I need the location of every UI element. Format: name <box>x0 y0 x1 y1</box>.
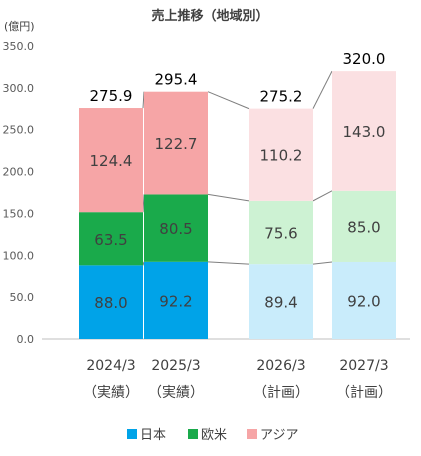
connector-line <box>207 91 250 110</box>
segment-value-label: 143.0 <box>343 123 386 141</box>
bar-segment <box>144 194 208 262</box>
connector-line <box>312 261 333 265</box>
segment-value-label: 85.0 <box>347 218 380 236</box>
bar-segment <box>332 261 396 339</box>
segment-connectors <box>142 70 333 266</box>
total-value-label: 320.0 <box>343 50 386 68</box>
x-category-label: 2027/3 <box>339 358 388 374</box>
bar-segment <box>79 212 143 266</box>
segment-value-label: 80.5 <box>159 220 192 238</box>
legend-swatch <box>247 429 257 439</box>
connector-line <box>142 91 145 109</box>
segment-value-label: 89.4 <box>264 294 297 312</box>
x-category-label: 2026/3 <box>256 358 305 374</box>
total-value-label: 275.2 <box>260 88 303 106</box>
segment-value-label: 88.0 <box>94 294 127 312</box>
connector-line <box>312 190 333 202</box>
legend-swatch <box>127 429 137 439</box>
connector-line <box>207 193 250 202</box>
x-category-label: 2025/3 <box>151 358 200 374</box>
y-tick-label: 150.0 <box>3 207 35 220</box>
bar-segment <box>249 200 313 265</box>
y-tick-label: 250.0 <box>3 124 35 137</box>
segment-value-label: 124.4 <box>90 152 133 170</box>
total-value-label: 295.4 <box>155 71 198 89</box>
connector-line <box>207 261 250 265</box>
bar-segment <box>332 71 396 191</box>
y-tick-label: 50.0 <box>10 291 35 304</box>
segment-value-label: 122.7 <box>155 135 198 153</box>
bar-segment <box>144 261 208 339</box>
x-axis-labels: 2024/3 （実績） 2025/3 （実績） 2026/3 （計画） 2027/3 （計画） <box>83 358 392 401</box>
y-tick-label: 200.0 <box>3 166 35 179</box>
bar-segment <box>79 108 143 213</box>
unit-label: (億円) <box>4 20 35 33</box>
y-axis: 0.0 50.0 100.0 150.0 200.0 250.0 300.0 350.0 <box>3 40 35 346</box>
bar-segment <box>332 190 396 262</box>
x-category-label: 2024/3 <box>86 358 135 374</box>
y-tick-label: 350.0 <box>3 40 35 53</box>
segment-value-label: 75.6 <box>264 225 297 243</box>
segment-value-label: 92.0 <box>347 292 380 310</box>
chart-title: 売上推移（地域別） <box>151 8 268 24</box>
legend-swatch <box>188 429 198 439</box>
total-value-label: 275.9 <box>90 87 133 105</box>
connector-line <box>142 194 145 213</box>
bars <box>79 71 396 339</box>
x-category-sublabel: （計画） <box>253 385 309 401</box>
legend-label: アジア <box>260 428 298 443</box>
segment-value-label: 110.2 <box>260 147 303 165</box>
bar-segment <box>144 91 208 195</box>
connector-line <box>312 70 333 109</box>
y-tick-label: 0.0 <box>17 333 35 346</box>
segment-value-label: 63.5 <box>94 231 127 249</box>
legend-label: 欧米 <box>201 428 227 443</box>
y-tick-label: 300.0 <box>3 82 35 95</box>
x-category-sublabel: （実績） <box>83 385 139 401</box>
legend: 日本 欧米 アジア <box>127 428 298 443</box>
x-category-sublabel: （実績） <box>148 385 204 401</box>
bar-segment <box>249 108 313 201</box>
bar-segment <box>249 264 313 339</box>
y-tick-label: 100.0 <box>3 249 35 262</box>
x-category-sublabel: （計画） <box>336 385 392 401</box>
bar-segment <box>79 265 143 339</box>
data-labels: 88.0 63.5 124.4 275.9 92.2 80.5 122.7 295.4 89.4… <box>90 50 386 312</box>
connector-line <box>142 261 145 266</box>
segment-value-label: 92.2 <box>159 292 192 310</box>
legend-label: 日本 <box>140 428 166 443</box>
